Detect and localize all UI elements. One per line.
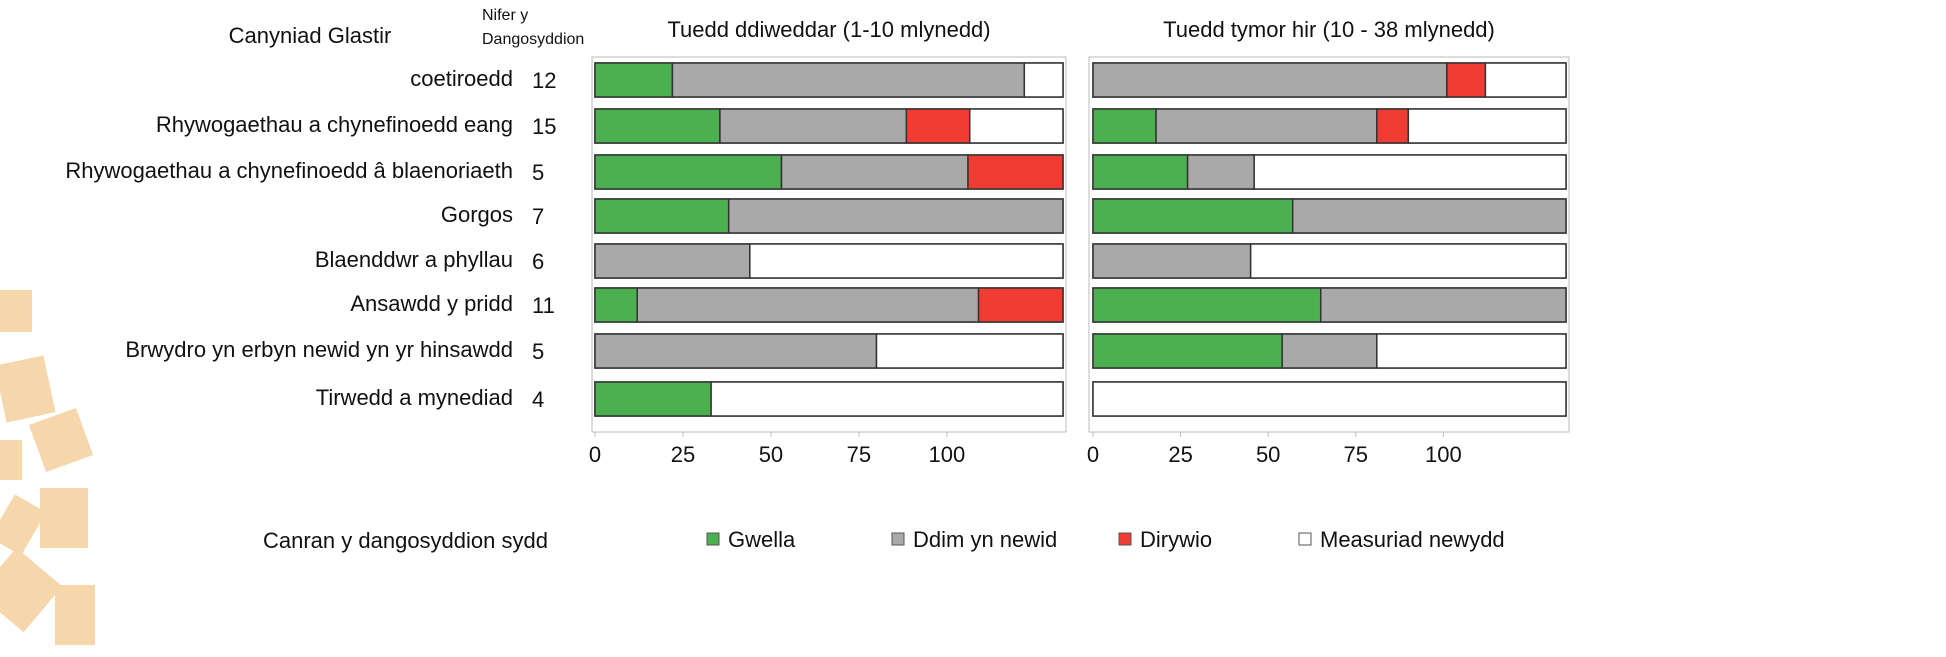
legend-label: Ddim yn newid bbox=[913, 527, 1057, 552]
bar-segment bbox=[1321, 288, 1566, 322]
bar-segment bbox=[906, 109, 969, 143]
bar-segment bbox=[877, 334, 1063, 368]
bar-segment bbox=[1093, 334, 1282, 368]
count-label: 11 bbox=[532, 293, 555, 318]
bar-segment bbox=[720, 109, 906, 143]
bar-segment bbox=[711, 382, 1063, 416]
bar-segment bbox=[1485, 63, 1566, 97]
bar-segment bbox=[1408, 109, 1566, 143]
bar-segment bbox=[1093, 199, 1293, 233]
bar-segment bbox=[1093, 63, 1447, 97]
legend-swatch bbox=[892, 533, 904, 545]
bar-segment bbox=[1377, 334, 1566, 368]
deco-square bbox=[0, 290, 32, 332]
deco-square bbox=[0, 355, 55, 422]
count-label: 15 bbox=[532, 114, 556, 139]
panel-title: Tuedd ddiweddar (1-10 mlynedd) bbox=[667, 17, 990, 42]
bar-segment bbox=[1251, 244, 1566, 278]
bar-segment bbox=[1093, 244, 1251, 278]
deco-square bbox=[0, 494, 46, 555]
bar-segment bbox=[1447, 63, 1486, 97]
bar-segment bbox=[781, 155, 967, 189]
legend-label: Gwella bbox=[728, 527, 796, 552]
deco-square bbox=[40, 488, 88, 548]
category-label: Rhywogaethau a chynefinoedd eang bbox=[156, 112, 513, 137]
category-label: Blaenddwr a phyllau bbox=[315, 247, 513, 272]
bar-segment bbox=[637, 288, 978, 322]
count-label: 12 bbox=[532, 68, 556, 93]
legend-swatch bbox=[1299, 533, 1311, 545]
bar-segment bbox=[1093, 382, 1566, 416]
count-label: 5 bbox=[532, 160, 544, 185]
bar-segment bbox=[595, 382, 711, 416]
bar-segment bbox=[1093, 155, 1188, 189]
count-label: 4 bbox=[532, 387, 544, 412]
legend-swatch bbox=[1119, 533, 1131, 545]
bar-segment bbox=[1377, 109, 1409, 143]
x-tick-label: 0 bbox=[1087, 442, 1099, 467]
category-heading: Canyniad Glastir bbox=[229, 23, 392, 48]
bar-segment bbox=[672, 63, 1024, 97]
panel-title: Tuedd tymor hir (10 - 38 mlynedd) bbox=[1163, 17, 1495, 42]
x-tick-label: 50 bbox=[1256, 442, 1280, 467]
bar-segment bbox=[1024, 63, 1063, 97]
x-tick-label: 75 bbox=[1344, 442, 1368, 467]
deco-square bbox=[0, 548, 62, 633]
count-label: 5 bbox=[532, 339, 544, 364]
x-tick-label: 50 bbox=[759, 442, 783, 467]
x-tick-label: 0 bbox=[589, 442, 601, 467]
bar-segment bbox=[1282, 334, 1377, 368]
legend-swatch bbox=[707, 533, 719, 545]
count-label: 6 bbox=[532, 249, 544, 274]
bar-segment bbox=[1293, 199, 1566, 233]
x-tick-label: 100 bbox=[929, 442, 966, 467]
count-heading: Dangosyddion bbox=[482, 31, 584, 48]
category-label: Tirwedd a mynediad bbox=[316, 385, 513, 410]
x-tick-label: 25 bbox=[671, 442, 695, 467]
count-label: 7 bbox=[532, 204, 544, 229]
bar-segment bbox=[595, 109, 720, 143]
bar-segment bbox=[729, 199, 1063, 233]
bar-segment bbox=[979, 288, 1063, 322]
bar-segment bbox=[595, 155, 781, 189]
bar-segment bbox=[968, 155, 1063, 189]
x-tick-label: 75 bbox=[847, 442, 871, 467]
decoration bbox=[0, 290, 95, 645]
count-heading: Nifer y bbox=[482, 7, 528, 24]
bar-segment bbox=[970, 109, 1063, 143]
category-label: Ansawdd y pridd bbox=[350, 291, 513, 316]
bar-segment bbox=[1093, 109, 1156, 143]
deco-square bbox=[29, 408, 93, 472]
bar-segment bbox=[1156, 109, 1377, 143]
legend-label: Measuriad newydd bbox=[1320, 527, 1505, 552]
category-label: Brwydro yn erbyn newid yn yr hinsawdd bbox=[125, 337, 513, 362]
bar-segment bbox=[595, 288, 637, 322]
bar-segment bbox=[1093, 288, 1321, 322]
bar-segment bbox=[1254, 155, 1566, 189]
bar-segment bbox=[595, 244, 750, 278]
x-tick-label: 100 bbox=[1425, 442, 1462, 467]
bar-segment bbox=[750, 244, 1063, 278]
bar-segment bbox=[1188, 155, 1255, 189]
category-label: Gorgos bbox=[441, 202, 513, 227]
bar-segment bbox=[595, 199, 729, 233]
bar-segment bbox=[595, 334, 877, 368]
deco-square bbox=[55, 585, 95, 645]
deco-square bbox=[0, 440, 22, 480]
page: {"chart_data": [ {"type": "stacked-barh"… bbox=[0, 0, 1946, 657]
legend-title: Canran y dangosyddion sydd bbox=[263, 528, 548, 553]
bar-segment bbox=[595, 63, 672, 97]
x-tick-label: 25 bbox=[1168, 442, 1192, 467]
chart: Canyniad Glastir Nifer y Dangosyddion Ca… bbox=[0, 0, 1946, 657]
category-label: coetiroedd bbox=[410, 66, 513, 91]
legend-label: Dirywio bbox=[1140, 527, 1212, 552]
category-label: Rhywogaethau a chynefinoedd â blaenoriae… bbox=[65, 158, 513, 183]
